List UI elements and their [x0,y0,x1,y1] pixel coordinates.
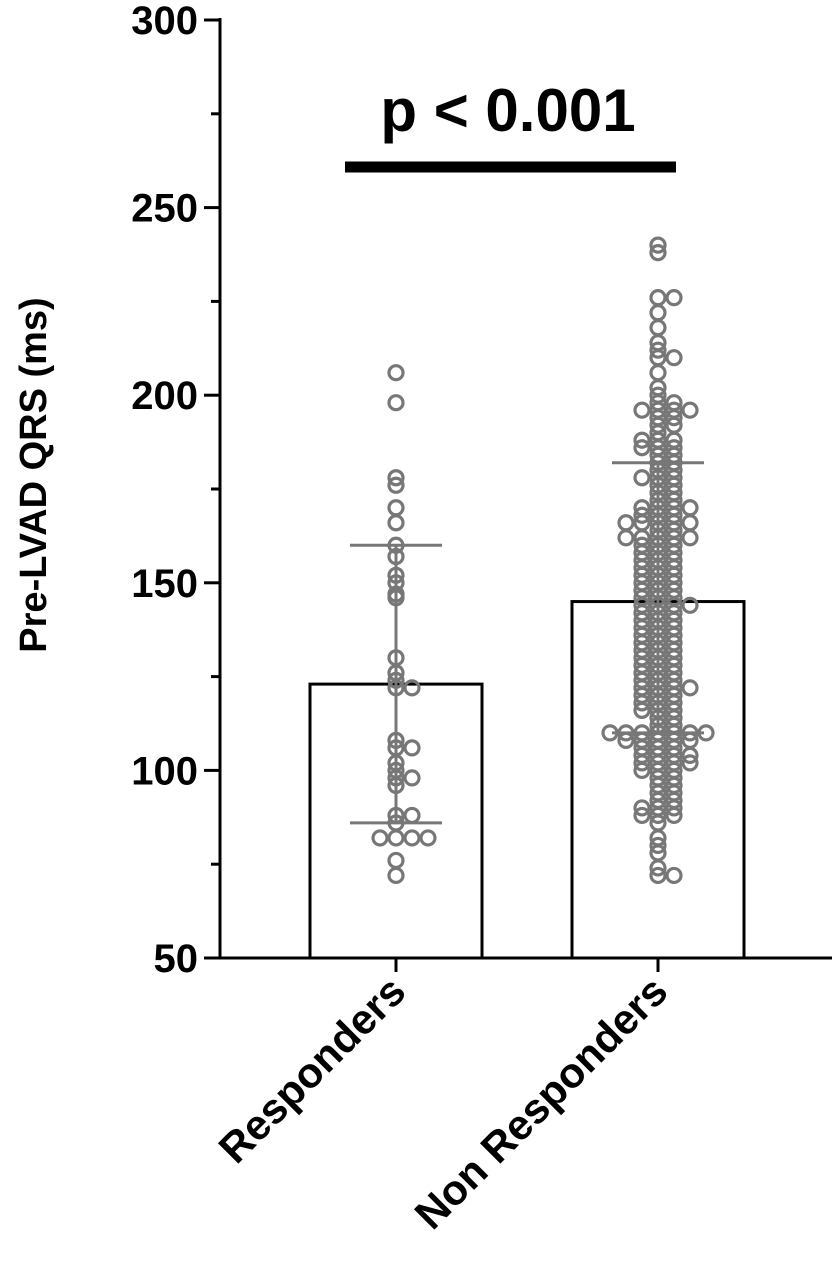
data-point [633,506,651,524]
y-tick-label: 150 [131,562,198,606]
data-point [681,499,699,517]
data-point [633,401,651,419]
data-point [387,469,405,487]
y-axis-label: Pre-LVAD QRS (ms) [13,297,55,652]
data-point [633,806,651,825]
data-point [681,596,699,614]
error-bars [350,461,704,825]
data-point [387,476,405,494]
data-point [681,679,699,697]
data-point [633,439,651,457]
y-tick-label: 300 [131,0,198,43]
data-point [665,409,683,427]
data-point [681,746,699,764]
data-point [403,829,421,847]
data-point [649,304,667,322]
data-point [649,244,667,262]
y-axis-label-group: Pre-LVAD QRS (ms) [13,297,55,652]
data-point [633,469,651,487]
data-point [665,289,683,307]
data-point [649,236,667,254]
data-point [681,401,699,419]
data-point [665,799,683,817]
data-point [665,806,683,825]
data-point [387,364,405,382]
y-tick-label: 50 [154,937,199,981]
data-point [649,866,667,885]
data-point [649,289,667,307]
data-point [681,529,699,547]
p-value-label: p < 0.001 [380,77,635,144]
y-tick-label: 100 [131,749,198,793]
data-point [387,514,405,532]
data-point [665,349,683,367]
data-point [633,431,651,449]
data-point [649,836,667,855]
data-point [649,341,667,359]
data-point [617,529,635,547]
data-point [387,499,405,517]
data-point [633,701,651,719]
data-point [649,859,667,877]
y-axis: 50 100 150 200 250 300 [131,0,222,981]
data-point [633,799,651,817]
data-point [387,394,405,412]
data-point [633,754,651,772]
data-point [649,806,667,825]
data-point [419,829,437,847]
data-point [403,679,421,697]
y-tick-label: 250 [131,187,198,231]
data-point [649,319,667,337]
significance-annotation: p < 0.001 [345,77,676,173]
data-point [403,769,421,787]
x-category-label: Non Responders [406,967,677,1238]
data-point [403,739,421,757]
data-point [633,694,651,712]
data-point [387,866,405,885]
data-point [681,754,699,772]
data-point [633,761,651,780]
data-point [617,514,635,532]
data-point [371,829,389,847]
data-point [387,829,405,847]
data-point [681,514,699,532]
data-point [665,866,683,885]
y-tick-label: 200 [131,374,198,418]
x-category-label: Responders [209,967,414,1172]
data-point [649,364,667,382]
